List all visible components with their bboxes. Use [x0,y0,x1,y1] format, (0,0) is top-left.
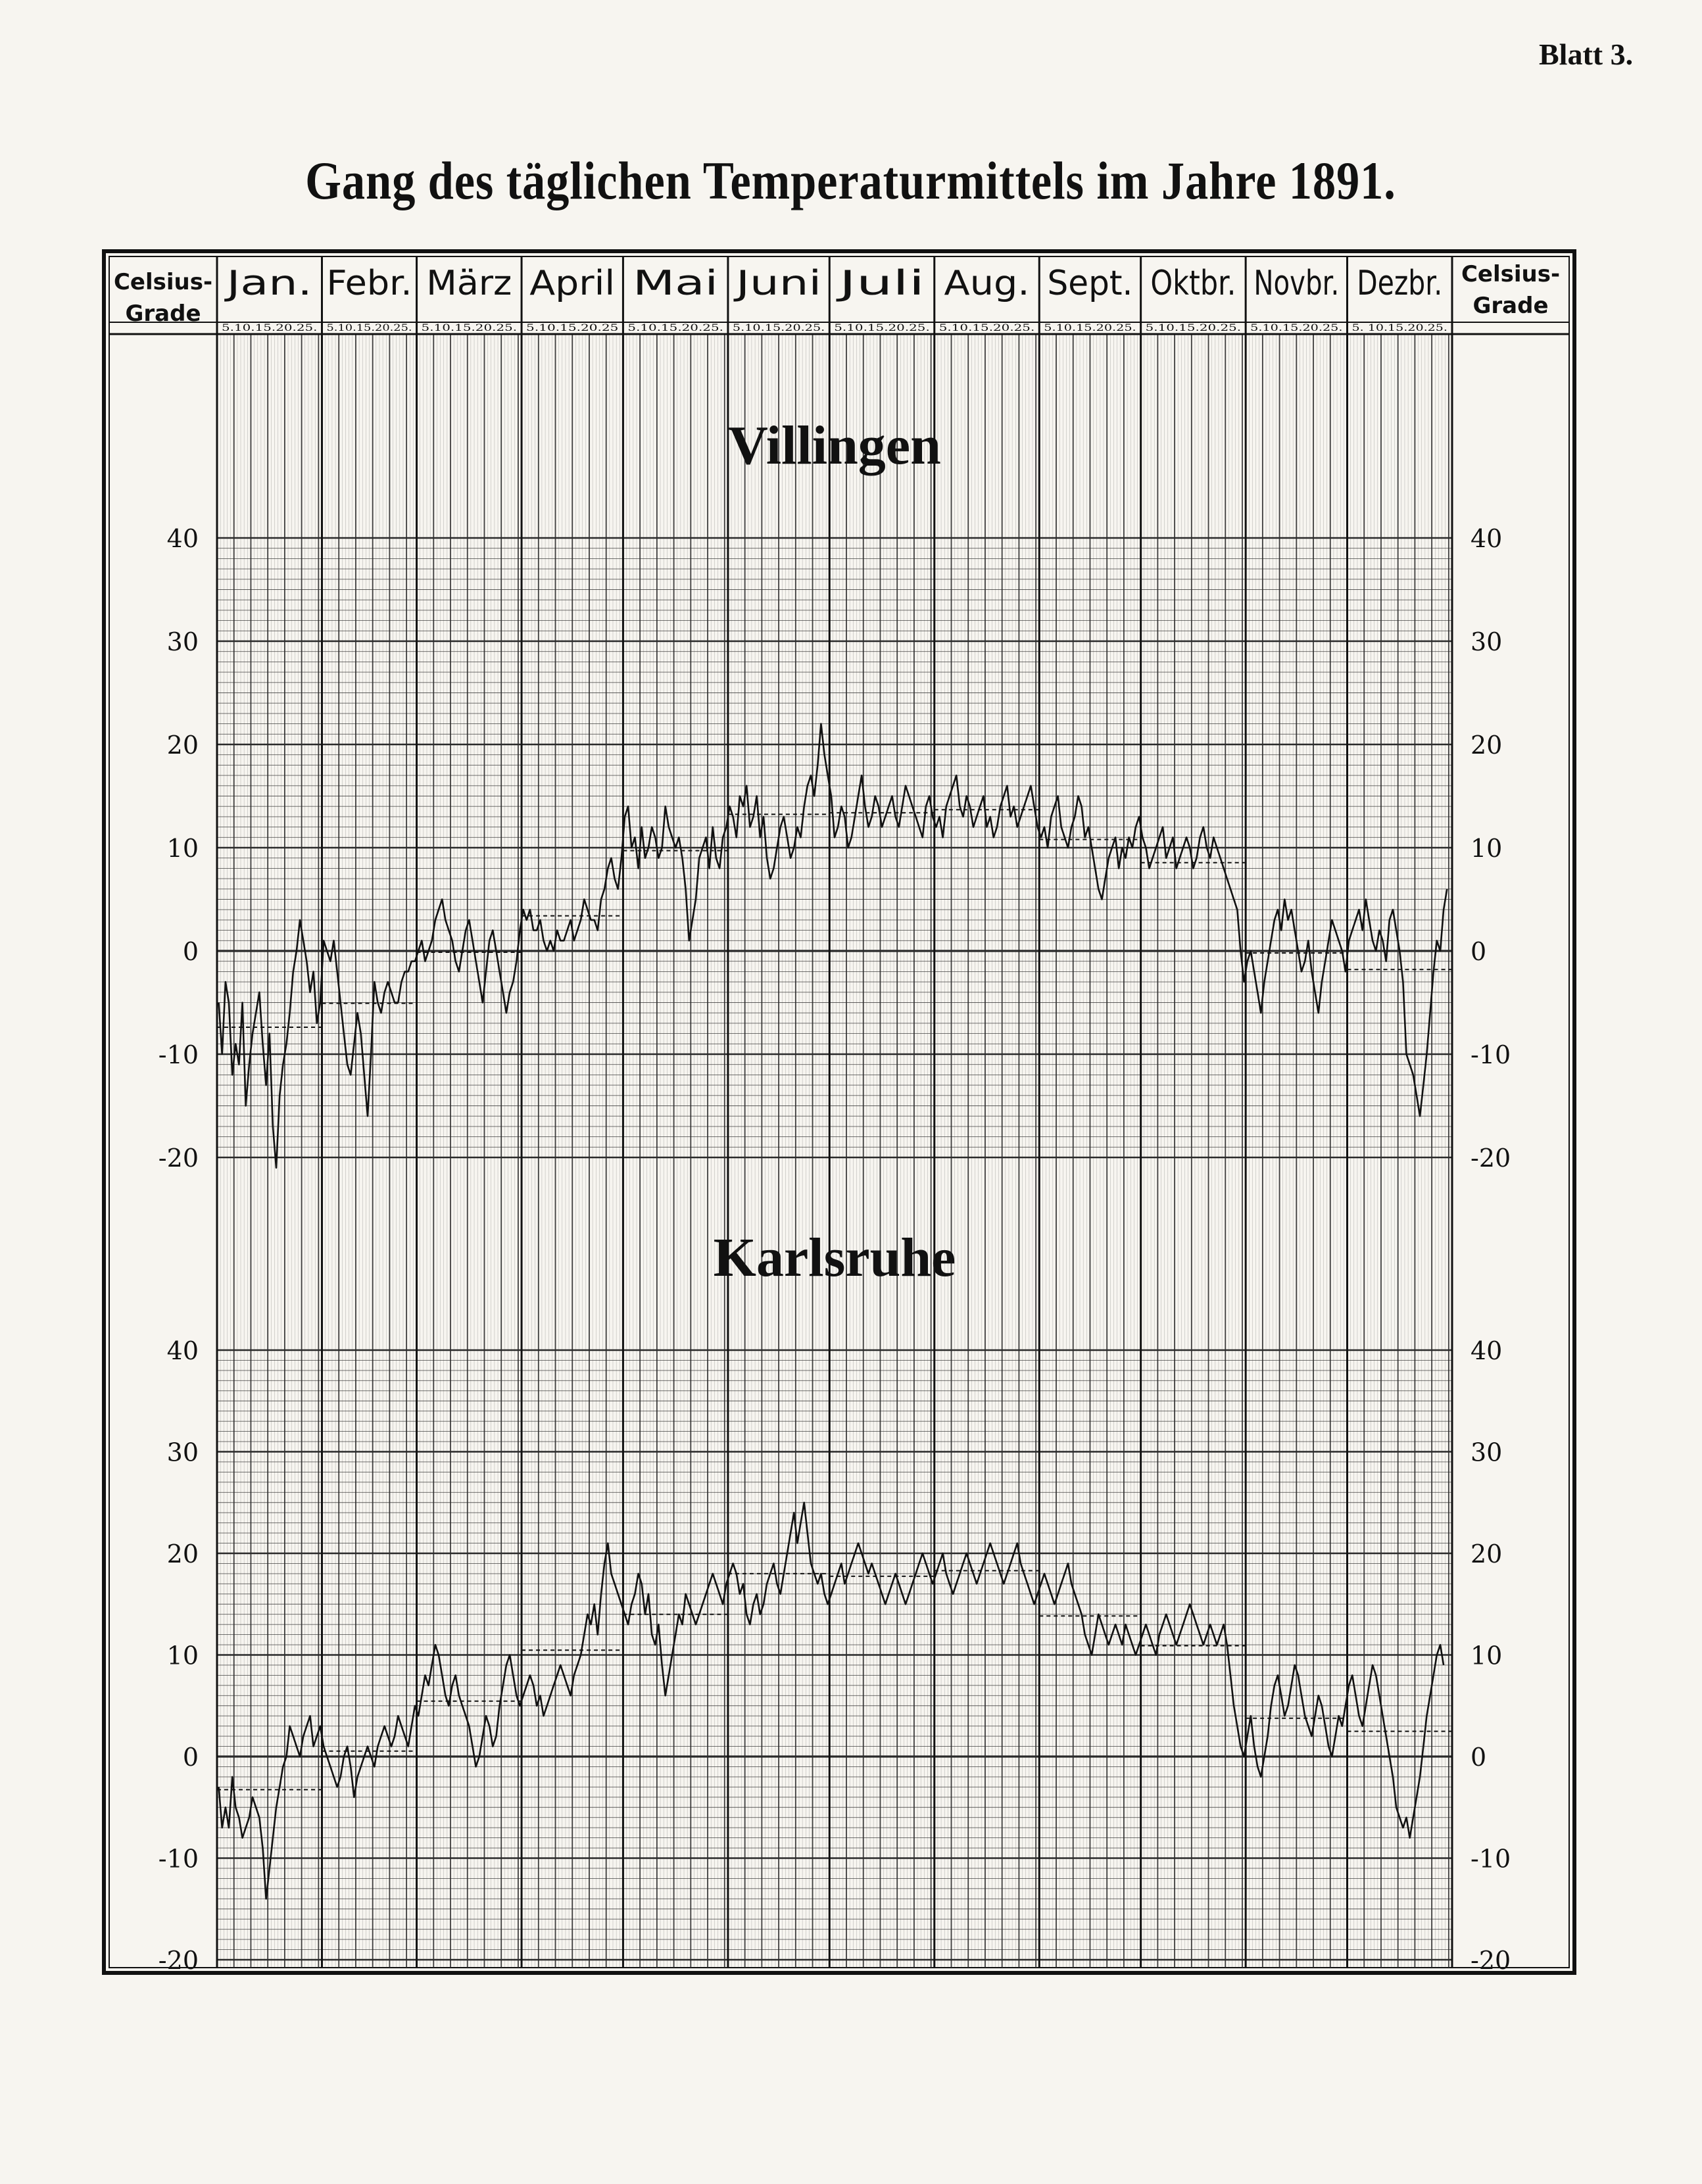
y-tick-label-left: 0 [183,937,199,966]
month-label: Juni [733,264,821,303]
y-tick-label-right: -10 [1471,1845,1511,1874]
y-tick-label-right: 30 [1471,1438,1502,1467]
y-tick-label-right: -10 [1471,1040,1511,1069]
y-tick-label-left: 40 [167,524,199,553]
y-tick-label-left: 20 [167,1540,199,1568]
y-tick-label-left: 30 [167,627,199,656]
panel-title: Villingen [728,415,941,476]
y-tick-label-left: 0 [183,1743,199,1772]
month-label: Juli [836,264,925,303]
y-tick-label-left: 20 [167,731,199,760]
y-tick-label-right: 40 [1471,1336,1502,1365]
month-label: Jan. [224,264,312,303]
temperature-series-line [218,1501,1445,1900]
y-tick-label-left: 10 [167,1641,199,1670]
y-tick-label-right: 10 [1471,1641,1502,1670]
month-label: Novbr. [1253,264,1339,303]
chart-frame [102,249,1576,1975]
chart-title: Gang des täglichen Temperaturmittels im … [305,151,1396,210]
y-tick-label-left: -20 [158,1946,199,1975]
month-label: Mai [633,264,718,303]
day-tick-label: 5.10.15.20.25. [733,323,825,333]
day-tick-label: 5.10.15.20.25. [627,323,723,333]
month-label: Febr. [327,264,412,303]
unit-label-right: Celsius- [1461,261,1560,287]
day-tick-label: 5.10.15.20.25. [327,323,412,333]
chart-axes: Villingen 40 30 20 10 0 -10 -20 40 30 20 10 0 -10 -20 K… [158,415,1511,1975]
day-tick-label: 5. 10.15.20.25. [1351,323,1447,333]
y-tick-label-right: 30 [1471,627,1502,656]
panel-title: Karlsruhe [714,1227,956,1288]
day-tick-label: 5.10.15.20.25. [1146,323,1242,333]
sheet-label: Blatt 3. [1539,37,1634,71]
y-tick-label-right: -20 [1471,1144,1511,1173]
day-tick-label: 5.10.15.20.25. [1044,323,1136,333]
y-tick-label-right: 20 [1471,731,1502,760]
chart-series [217,723,1452,1900]
temperature-series-line [218,723,1448,1169]
y-tick-label-left: -10 [158,1040,199,1069]
y-tick-label-left: 10 [167,834,199,863]
y-tick-label-right: 0 [1471,1743,1486,1772]
chart-header: Celsius- Grade Celsius- Grade Jan. 5.10.15.20… [109,256,1569,1968]
y-tick-label-right: -20 [1471,1946,1511,1975]
month-label: Aug. [944,264,1030,303]
unit-label-left: Grade [125,301,201,327]
day-tick-label: 5.10.15.20.25. [834,323,930,333]
y-tick-label-right: 20 [1471,1540,1502,1568]
day-tick-label: 5.10.15.20.25. [1250,323,1342,333]
day-tick-label: 5.10.15.20.25. [422,323,518,333]
month-label: Dezbr. [1357,264,1442,303]
unit-label-right: Grade [1472,293,1548,319]
y-tick-label-left: 40 [167,1336,199,1365]
y-tick-label-right: 0 [1471,937,1486,966]
y-tick-label-left: 30 [167,1438,199,1467]
month-label: April [529,264,615,303]
y-tick-label-right: 10 [1471,834,1502,863]
day-tick-label: 5.10.15.20.25 [526,323,618,333]
y-tick-label-right: 40 [1471,524,1502,553]
month-label: Sept. [1047,264,1132,303]
chart-grid [217,334,1452,1968]
outer-border [102,249,1576,1975]
y-tick-label-left: -20 [158,1144,199,1173]
day-tick-label: 5.10.15.20.25. [939,323,1035,333]
unit-label-left: Celsius- [114,269,212,295]
month-label: März [426,264,512,303]
day-tick-label: 5.10.15.20.25. [222,323,318,333]
inner-border [109,256,1570,1968]
y-tick-label-left: -10 [158,1845,199,1874]
month-label: Oktbr. [1150,264,1236,303]
